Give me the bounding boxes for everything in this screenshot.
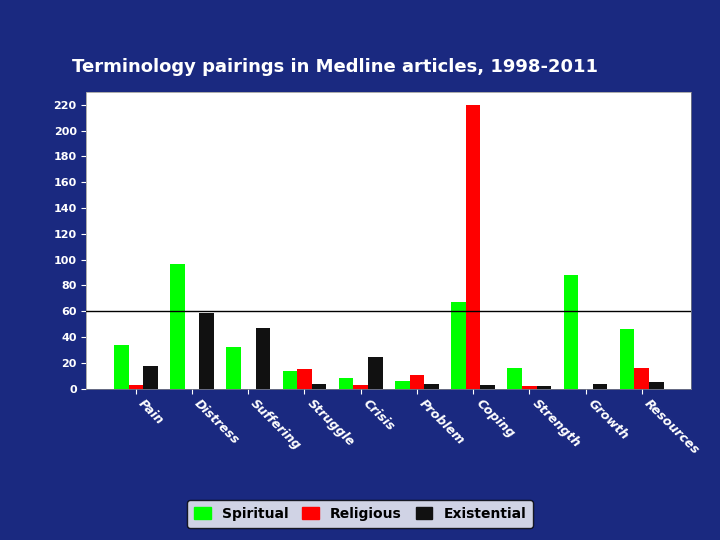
- Bar: [410, 375, 424, 389]
- Bar: [199, 313, 214, 389]
- Bar: [564, 275, 578, 389]
- Bar: [466, 105, 480, 389]
- Text: Terminology pairings in Medline articles, 1998-2011: Terminology pairings in Medline articles…: [72, 58, 598, 76]
- Bar: [536, 386, 552, 389]
- Bar: [354, 385, 368, 389]
- Bar: [620, 329, 634, 389]
- Bar: [312, 383, 326, 389]
- Bar: [282, 371, 297, 389]
- Bar: [451, 302, 466, 389]
- Bar: [508, 368, 522, 389]
- Bar: [128, 385, 143, 389]
- Bar: [368, 356, 382, 389]
- Bar: [593, 383, 608, 389]
- Bar: [395, 381, 410, 389]
- Bar: [480, 385, 495, 389]
- Bar: [424, 383, 438, 389]
- Bar: [226, 347, 241, 389]
- Bar: [339, 379, 354, 389]
- Bar: [634, 368, 649, 389]
- Bar: [297, 369, 312, 389]
- Bar: [114, 345, 128, 389]
- Bar: [649, 382, 664, 389]
- Legend: Spiritual, Religious, Existential: Spiritual, Religious, Existential: [187, 500, 533, 528]
- Bar: [522, 386, 536, 389]
- Bar: [170, 264, 185, 389]
- Bar: [256, 328, 270, 389]
- Bar: [143, 366, 158, 389]
